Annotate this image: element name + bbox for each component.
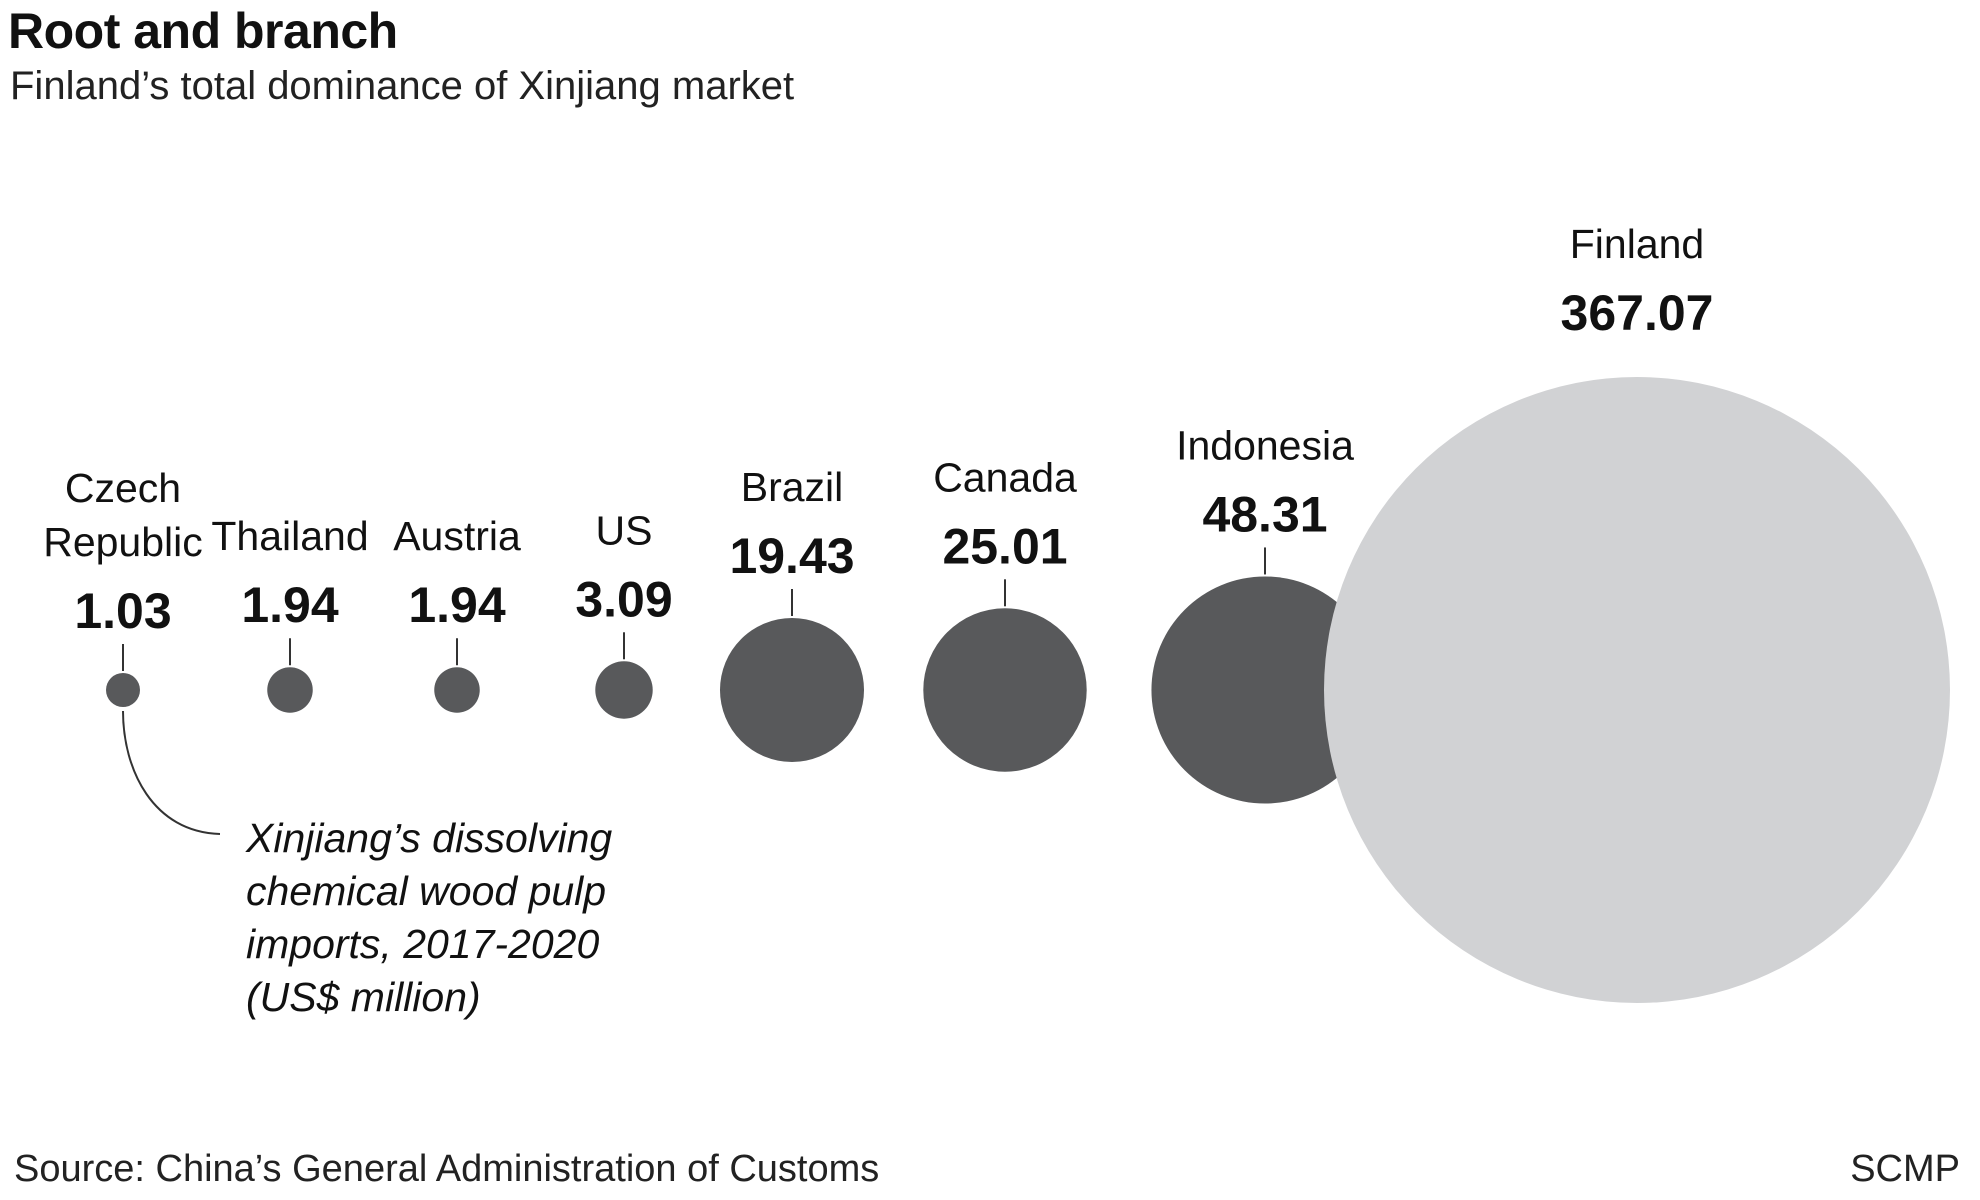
unit-note-line: (US$ million) [246,974,481,1020]
value-label-finland: 367.07 [1561,285,1714,341]
value-label-us: 3.09 [575,571,672,627]
value-label-canada: 25.01 [942,518,1067,574]
chart-subtitle: Finland’s total dominance of Xinjiang ma… [10,64,795,108]
category-label-line: Republic [43,519,203,565]
bubble-brazil [719,617,865,763]
category-label-brazil: Brazil [741,464,844,510]
category-label-czech-republic: Czech Republic [43,465,203,565]
category-label-line: US [596,507,653,553]
bubble-labels: 1.03 Czech Republic 1.94 Thailand 1.94 Austria… [43,221,1713,639]
category-label-finland: Finland [1570,221,1704,267]
unit-note-line: Xinjiang’s dissolving [245,815,612,861]
category-label-austria: Austria [393,513,521,559]
unit-note: Xinjiang’s dissolving chemical wood pulp i… [245,815,612,1020]
bubbles [106,377,1950,1003]
value-label-czech-republic: 1.03 [74,583,171,639]
category-label-line: Thailand [211,513,368,559]
bubble-canada [923,608,1087,772]
bubble-thailand [267,667,313,713]
credit-label: SCMP [1850,1148,1960,1190]
category-label-line: Indonesia [1176,422,1354,468]
bubble-us [595,661,653,719]
category-label-line: Austria [393,513,521,559]
value-label-brazil: 19.43 [729,528,854,584]
value-label-thailand: 1.94 [241,577,339,633]
value-label-austria: 1.94 [408,577,506,633]
category-label-thailand: Thailand [211,513,368,559]
category-label-line: Canada [933,454,1077,500]
bubble-indonesia [1151,576,1379,804]
leader-lines [122,547,1266,835]
category-label-line: Finland [1570,221,1704,267]
bubble-czech-republic [106,673,140,707]
category-label-line: Czech [65,465,181,511]
annotation-leader-curve [122,710,221,835]
category-label-canada: Canada [933,454,1077,500]
bubble-austria [434,667,480,713]
unit-note-line: imports, 2017-2020 [246,921,599,967]
category-label-line: Brazil [741,464,844,510]
category-label-us: US [596,507,653,553]
source-note: Source: China’s General Administration o… [14,1148,880,1190]
value-label-indonesia: 48.31 [1202,486,1327,542]
chart-title: Root and branch [8,3,398,59]
category-label-indonesia: Indonesia [1176,422,1354,468]
unit-note-line: chemical wood pulp [246,868,606,914]
bubble-finland [1324,377,1950,1003]
